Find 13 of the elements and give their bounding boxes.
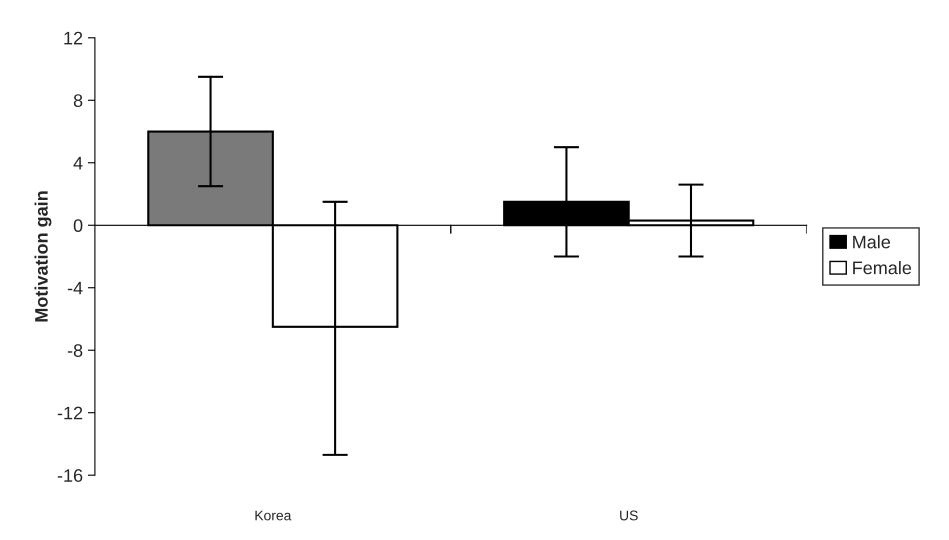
legend-label: Female [853,261,912,274]
y-tick-label: 12 [64,32,82,44]
y-tick-label: 4 [73,156,83,170]
y-tick-label: -16 [58,469,82,482]
y-tick-label: 8 [74,94,82,108]
x-tick-label: US [620,510,638,520]
y-axis-title: Motivation gain [34,191,52,322]
x-tick-label: Korea [255,510,292,520]
legend-label: Male [853,235,890,248]
y-tick-label: -4 [68,282,83,294]
y-tick-label: -8 [68,344,82,357]
y-tick-label: 0 [74,219,82,232]
y-tick-label: -12 [58,406,82,420]
